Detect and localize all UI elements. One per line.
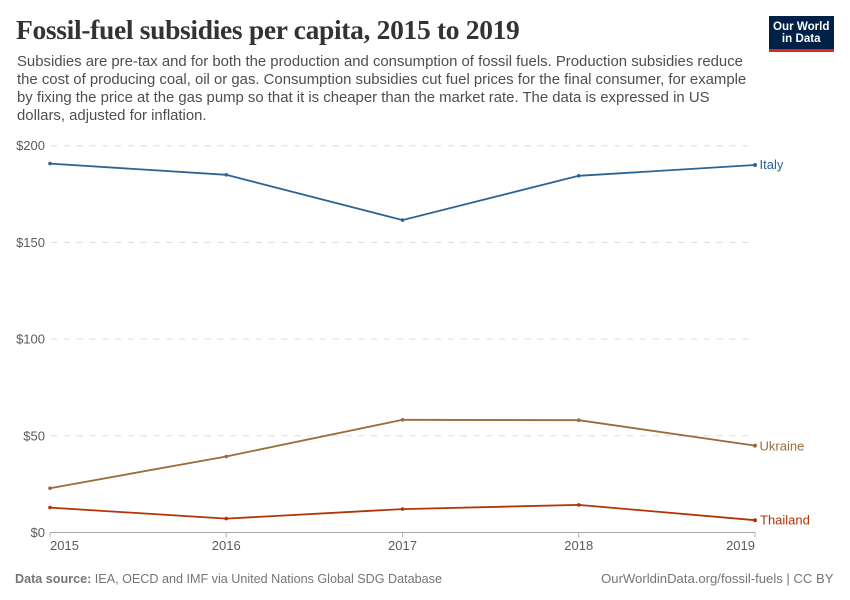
svg-text:2019: 2019	[726, 538, 755, 553]
svg-text:2018: 2018	[564, 538, 593, 553]
svg-text:Thailand: Thailand	[760, 513, 810, 528]
svg-text:$0: $0	[31, 525, 45, 540]
svg-text:$50: $50	[23, 428, 45, 443]
svg-text:2015: 2015	[50, 538, 79, 553]
svg-text:2017: 2017	[388, 538, 417, 553]
svg-text:$200: $200	[16, 138, 45, 153]
svg-text:$100: $100	[16, 332, 45, 347]
svg-text:Italy: Italy	[760, 157, 784, 172]
svg-text:Ukraine: Ukraine	[760, 438, 805, 453]
svg-text:$150: $150	[16, 235, 45, 250]
svg-text:2016: 2016	[212, 538, 241, 553]
